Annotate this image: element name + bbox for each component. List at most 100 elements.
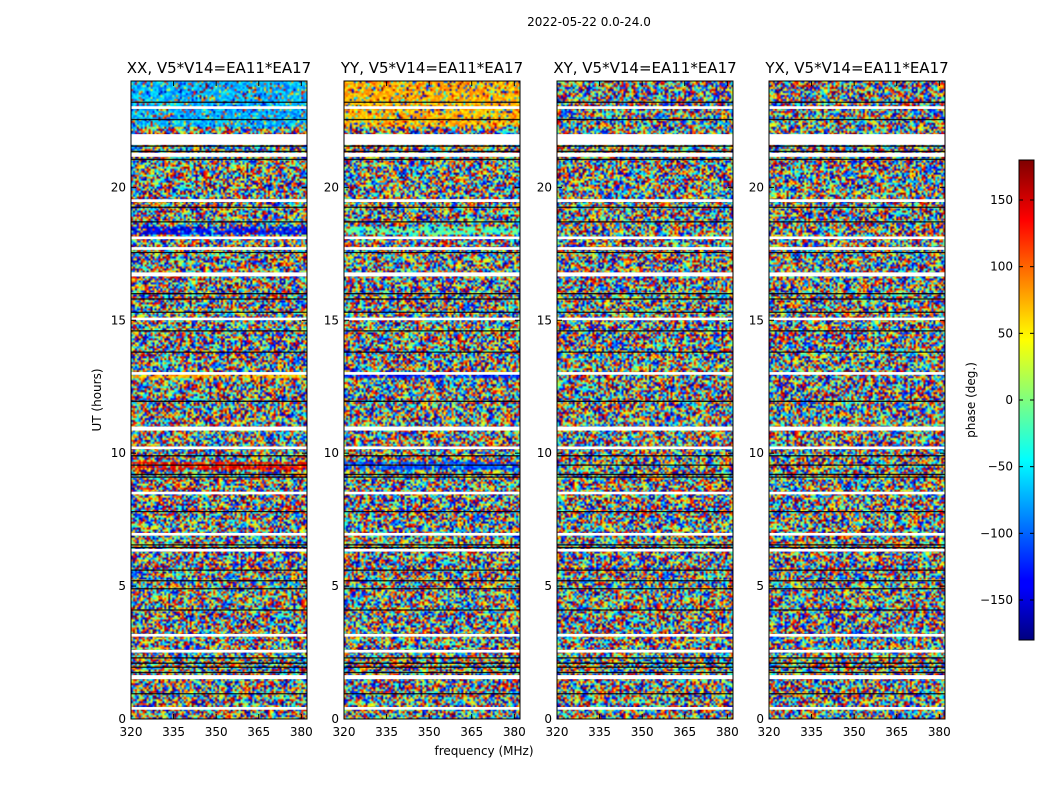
x-tick-label: 380 xyxy=(290,725,313,739)
flagged-row xyxy=(131,236,307,240)
flagged-row xyxy=(769,426,945,431)
colorbar: −150 −100 −50 0 50 100 150 phase (deg.) xyxy=(964,159,1035,641)
flagged-row xyxy=(557,272,733,277)
phase-heatmap xyxy=(557,81,733,719)
flagged-row xyxy=(344,707,520,710)
panel-4: YX, V5*V14=EA11*EA17 320 335 350 365 380 0 5 10 1… xyxy=(749,59,951,739)
flagged-row xyxy=(131,707,307,710)
x-tick-label: 350 xyxy=(631,725,654,739)
flagged-row xyxy=(131,317,307,321)
flagged-row xyxy=(344,152,520,157)
panel-3: XY, V5*V14=EA11*EA17 320 335 350 365 380 0 5 10 1… xyxy=(537,59,739,739)
flagged-row xyxy=(344,236,520,240)
flagged-row xyxy=(769,247,945,250)
colorbar-tick-label: 50 xyxy=(998,326,1013,340)
flagged-row xyxy=(769,236,945,240)
y-axis-label: UT (hours) xyxy=(90,368,104,431)
colorbar-tick-label: −100 xyxy=(980,526,1013,540)
flagged-row xyxy=(131,247,307,250)
y-tick-label: 20 xyxy=(749,180,764,194)
y-tick-label: 20 xyxy=(537,180,552,194)
colorbar-ticks: −150 −100 −50 0 50 100 150 xyxy=(980,193,1034,607)
x-tick-label: 320 xyxy=(333,725,356,739)
x-tick-label: 335 xyxy=(162,725,185,739)
flagged-row xyxy=(344,317,520,321)
panel-1: XX, V5*V14=EA11*EA17 320 335 350 365 380 0 5 10 1… xyxy=(111,59,313,739)
flagged-row xyxy=(131,649,307,653)
x-tick-label: 350 xyxy=(843,725,866,739)
colorbar-tick-label: −50 xyxy=(988,460,1013,474)
flagged-row xyxy=(769,372,945,375)
flagged-row xyxy=(769,272,945,277)
phase-heatmap xyxy=(769,81,945,719)
x-tick-label: 350 xyxy=(418,725,441,739)
colorbar-tick-label: 150 xyxy=(990,193,1013,207)
flagged-row xyxy=(769,532,945,536)
panel-frame xyxy=(556,80,734,720)
y-tick-label: 0 xyxy=(331,712,339,726)
y-tick-label: 5 xyxy=(331,579,339,593)
y-tick-label: 5 xyxy=(544,579,552,593)
flagged-row xyxy=(557,548,733,552)
flagged-row xyxy=(557,236,733,240)
colorbar-label: phase (deg.) xyxy=(964,362,978,438)
flagged-row xyxy=(557,372,733,375)
flagged-row xyxy=(344,134,520,145)
panel-frame xyxy=(343,80,521,720)
flagged-row xyxy=(344,491,520,495)
flagged-row xyxy=(769,199,945,202)
panels-group: XX, V5*V14=EA11*EA17 320 335 350 365 380 0 5 10 1… xyxy=(111,59,951,739)
colorbar-tick-label: 100 xyxy=(990,260,1013,274)
flagged-row xyxy=(769,106,945,109)
flagged-row xyxy=(769,446,945,450)
x-tick-label: 335 xyxy=(375,725,398,739)
flagged-row xyxy=(769,152,945,157)
flagged-row xyxy=(131,272,307,277)
y-tick-label: 0 xyxy=(544,712,552,726)
flagged-row xyxy=(557,247,733,250)
flagged-row xyxy=(557,491,733,495)
flagged-row xyxy=(131,152,307,157)
flagged-row xyxy=(344,548,520,552)
flagged-row xyxy=(131,675,307,680)
panel-frame xyxy=(130,80,308,720)
flagged-row xyxy=(344,649,520,653)
flagged-row xyxy=(131,633,307,637)
flagged-row xyxy=(131,199,307,202)
flagged-row xyxy=(557,106,733,109)
flagged-row xyxy=(131,446,307,450)
flagged-row xyxy=(131,372,307,375)
x-tick-label: 335 xyxy=(800,725,823,739)
y-tick-label: 20 xyxy=(324,180,339,194)
flagged-row xyxy=(131,134,307,145)
x-tick-label: 365 xyxy=(673,725,696,739)
x-tick-label: 320 xyxy=(546,725,569,739)
y-tick-label: 20 xyxy=(111,180,126,194)
colorbar-tick-label: −150 xyxy=(980,593,1013,607)
x-tick-label: 380 xyxy=(928,725,951,739)
flagged-row xyxy=(344,426,520,431)
flagged-row xyxy=(557,707,733,710)
x-tick-label: 365 xyxy=(885,725,908,739)
flagged-row xyxy=(344,247,520,250)
flagged-row xyxy=(557,633,733,637)
flagged-row xyxy=(557,446,733,450)
y-tick-label: 15 xyxy=(749,313,764,327)
flagged-row xyxy=(344,106,520,109)
flagged-row xyxy=(557,317,733,321)
flagged-row xyxy=(131,491,307,495)
flagged-row xyxy=(344,372,520,375)
x-axis-label: frequency (MHz) xyxy=(434,744,533,758)
colorbar-tick-label: 0 xyxy=(1005,393,1013,407)
panel-2: YY, V5*V14=EA11*EA17 320 335 350 365 380 0 5 10 1… xyxy=(324,59,526,739)
flagged-row xyxy=(769,317,945,321)
y-tick-label: 15 xyxy=(324,313,339,327)
flagged-row xyxy=(131,548,307,552)
y-tick-label: 15 xyxy=(111,313,126,327)
y-tick-label: 10 xyxy=(749,446,764,460)
flagged-row xyxy=(131,426,307,431)
y-tick-label: 5 xyxy=(756,579,764,593)
flagged-row xyxy=(557,134,733,145)
x-tick-label: 335 xyxy=(588,725,611,739)
